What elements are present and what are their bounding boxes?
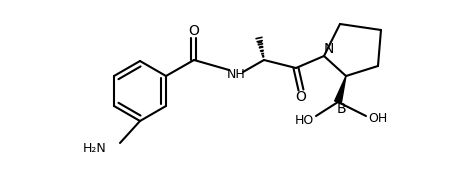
Text: HO: HO bbox=[294, 114, 314, 127]
Text: NH: NH bbox=[227, 68, 245, 80]
Text: H₂N: H₂N bbox=[82, 142, 106, 155]
Polygon shape bbox=[335, 76, 346, 103]
Text: N: N bbox=[324, 42, 334, 56]
Text: O: O bbox=[189, 24, 199, 38]
Text: B: B bbox=[336, 102, 346, 116]
Text: OH: OH bbox=[368, 112, 388, 124]
Text: O: O bbox=[296, 90, 307, 104]
